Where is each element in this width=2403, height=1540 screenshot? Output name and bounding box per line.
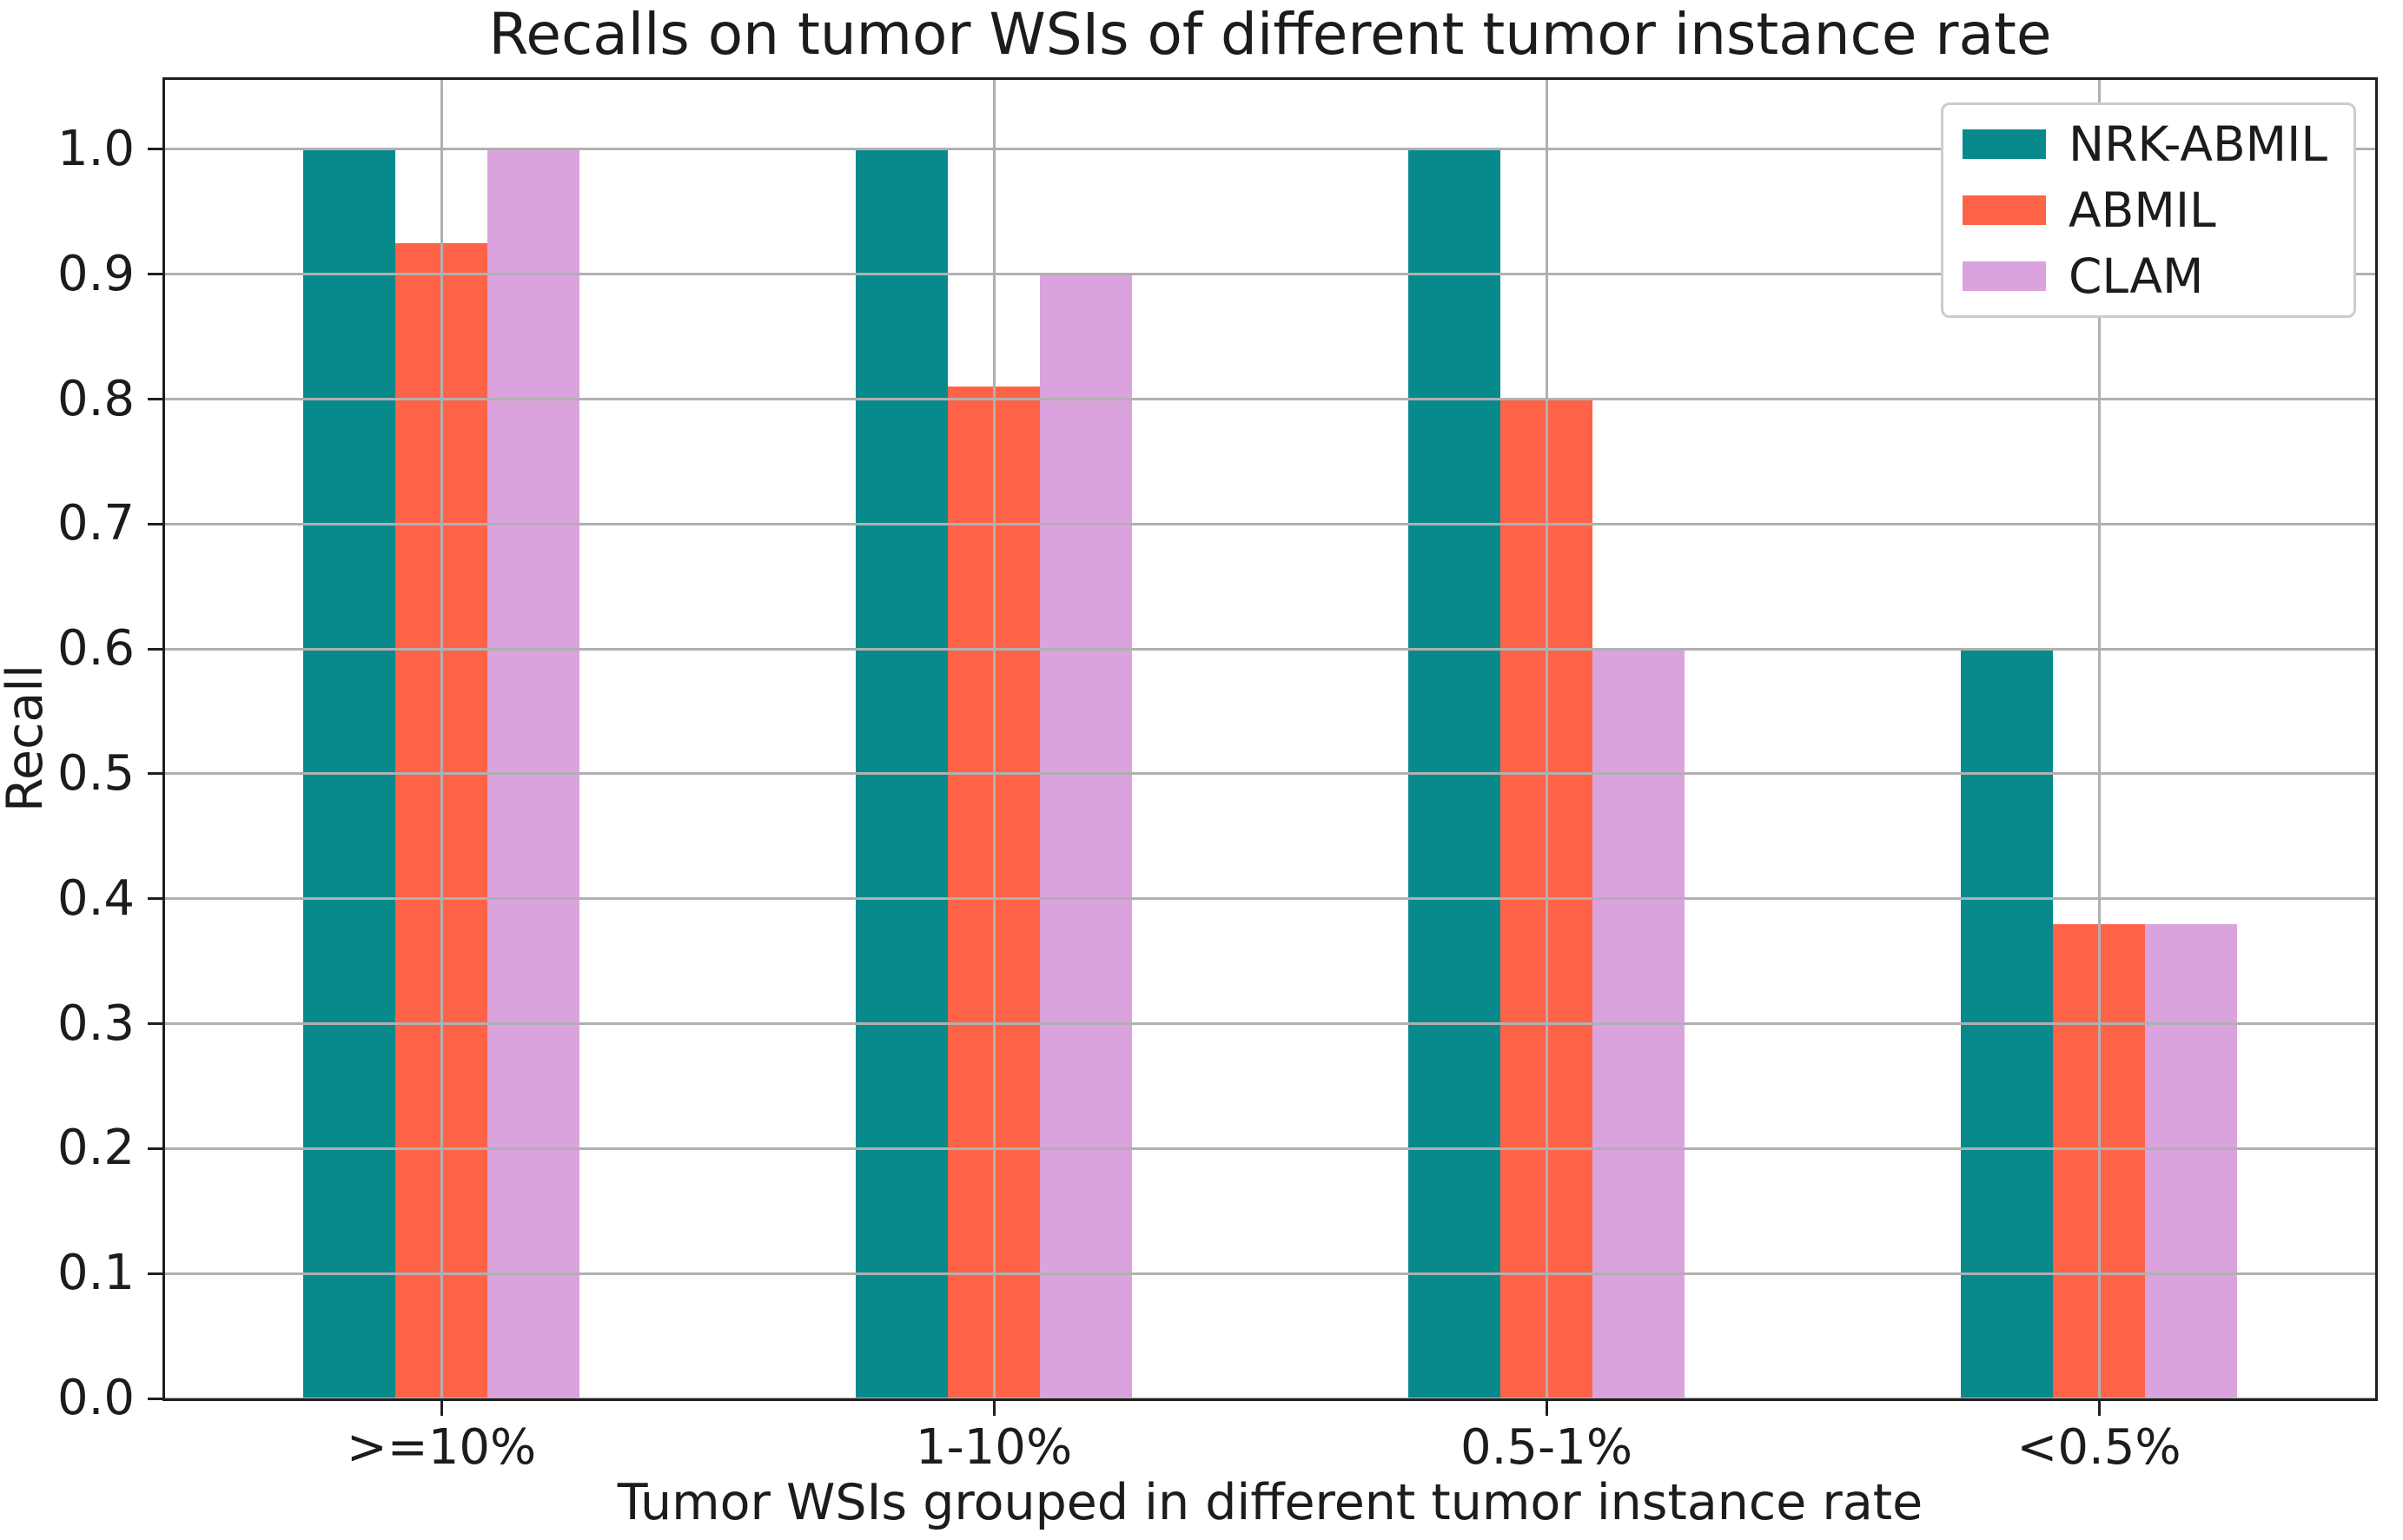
gridline-y-0.2 [165,1147,2375,1150]
x-tick-mark [440,1398,443,1416]
x-tick-mark [2097,1398,2101,1416]
gridline-y-0.6 [165,647,2375,651]
axis-spine-bottom [162,1398,2378,1401]
legend-swatch-icon [1963,129,2047,159]
legend: NRK-ABMIL ABMIL CLAM [1941,102,2356,318]
y-tick-label: 0.8 [56,370,135,427]
legend-swatch-icon [1963,261,2047,291]
y-tick-label: 0.2 [56,1120,135,1177]
legend-entry: ABMIL [1963,185,2327,235]
gridline-y-0.8 [165,398,2375,401]
legend-entry: CLAM [1963,251,2327,301]
gridline-y-0.5 [165,772,2375,776]
y-tick-label: 1.0 [56,120,135,177]
legend-label: NRK-ABMIL [2069,116,2327,172]
gridline-y-0.9 [165,273,2375,276]
legend-label: ABMIL [2069,182,2216,238]
gridline-x-<0.5% [2097,80,2101,1398]
y-tick-mark [148,1397,165,1400]
x-tick-label: 1-10% [915,1419,1073,1476]
axis-spine-right [2375,77,2378,1401]
y-tick-label: 0.3 [56,995,135,1052]
y-tick-mark [148,273,165,276]
y-tick-mark [148,522,165,525]
y-tick-label: 0.1 [56,1245,135,1302]
gridline-y-0.4 [165,897,2375,901]
y-tick-label: 0.5 [56,744,135,802]
y-tick-mark [148,647,165,651]
y-tick-mark [148,398,165,401]
gridline-y-0.3 [165,1022,2375,1026]
chart-title: Recalls on tumor WSIs of different tumor… [488,1,2052,68]
bar-clam-<0.5% [2145,923,2238,1398]
y-tick-label: 0.0 [56,1370,135,1426]
axis-spine-top [162,77,2378,80]
y-tick-label: 0.4 [56,869,135,927]
x-tick-mark [1545,1398,1548,1416]
x-tick-label: 0.5-1% [1460,1419,1633,1476]
gridline-x-1-10% [992,80,996,1398]
y-tick-mark [148,897,165,901]
bar-clam-1-10% [1040,274,1133,1398]
y-tick-mark [148,1272,165,1275]
gridline-x->=10% [440,80,443,1398]
legend-swatch-icon [1963,195,2047,225]
gridline-x-0.5-1% [1545,80,1548,1398]
x-tick-mark [992,1398,996,1416]
y-tick-mark [148,772,165,776]
y-tick-mark [148,1147,165,1150]
gridline-y-0.1 [165,1272,2375,1275]
legend-label: CLAM [2069,248,2204,304]
gridline-y-1.0 [165,148,2375,151]
y-tick-label: 0.9 [56,245,135,302]
y-tick-label: 0.7 [56,495,135,552]
y-tick-label: 0.6 [56,620,135,677]
y-tick-mark [148,148,165,151]
x-tick-label: <0.5% [2016,1419,2181,1476]
x-tick-label: >=10% [346,1419,537,1476]
gridline-y-0.7 [165,522,2375,525]
legend-entry: NRK-ABMIL [1963,119,2327,169]
axis-spine-left [162,77,165,1401]
x-axis-label: Tumor WSIs grouped in different tumor in… [617,1474,1923,1531]
y-tick-mark [148,1022,165,1026]
